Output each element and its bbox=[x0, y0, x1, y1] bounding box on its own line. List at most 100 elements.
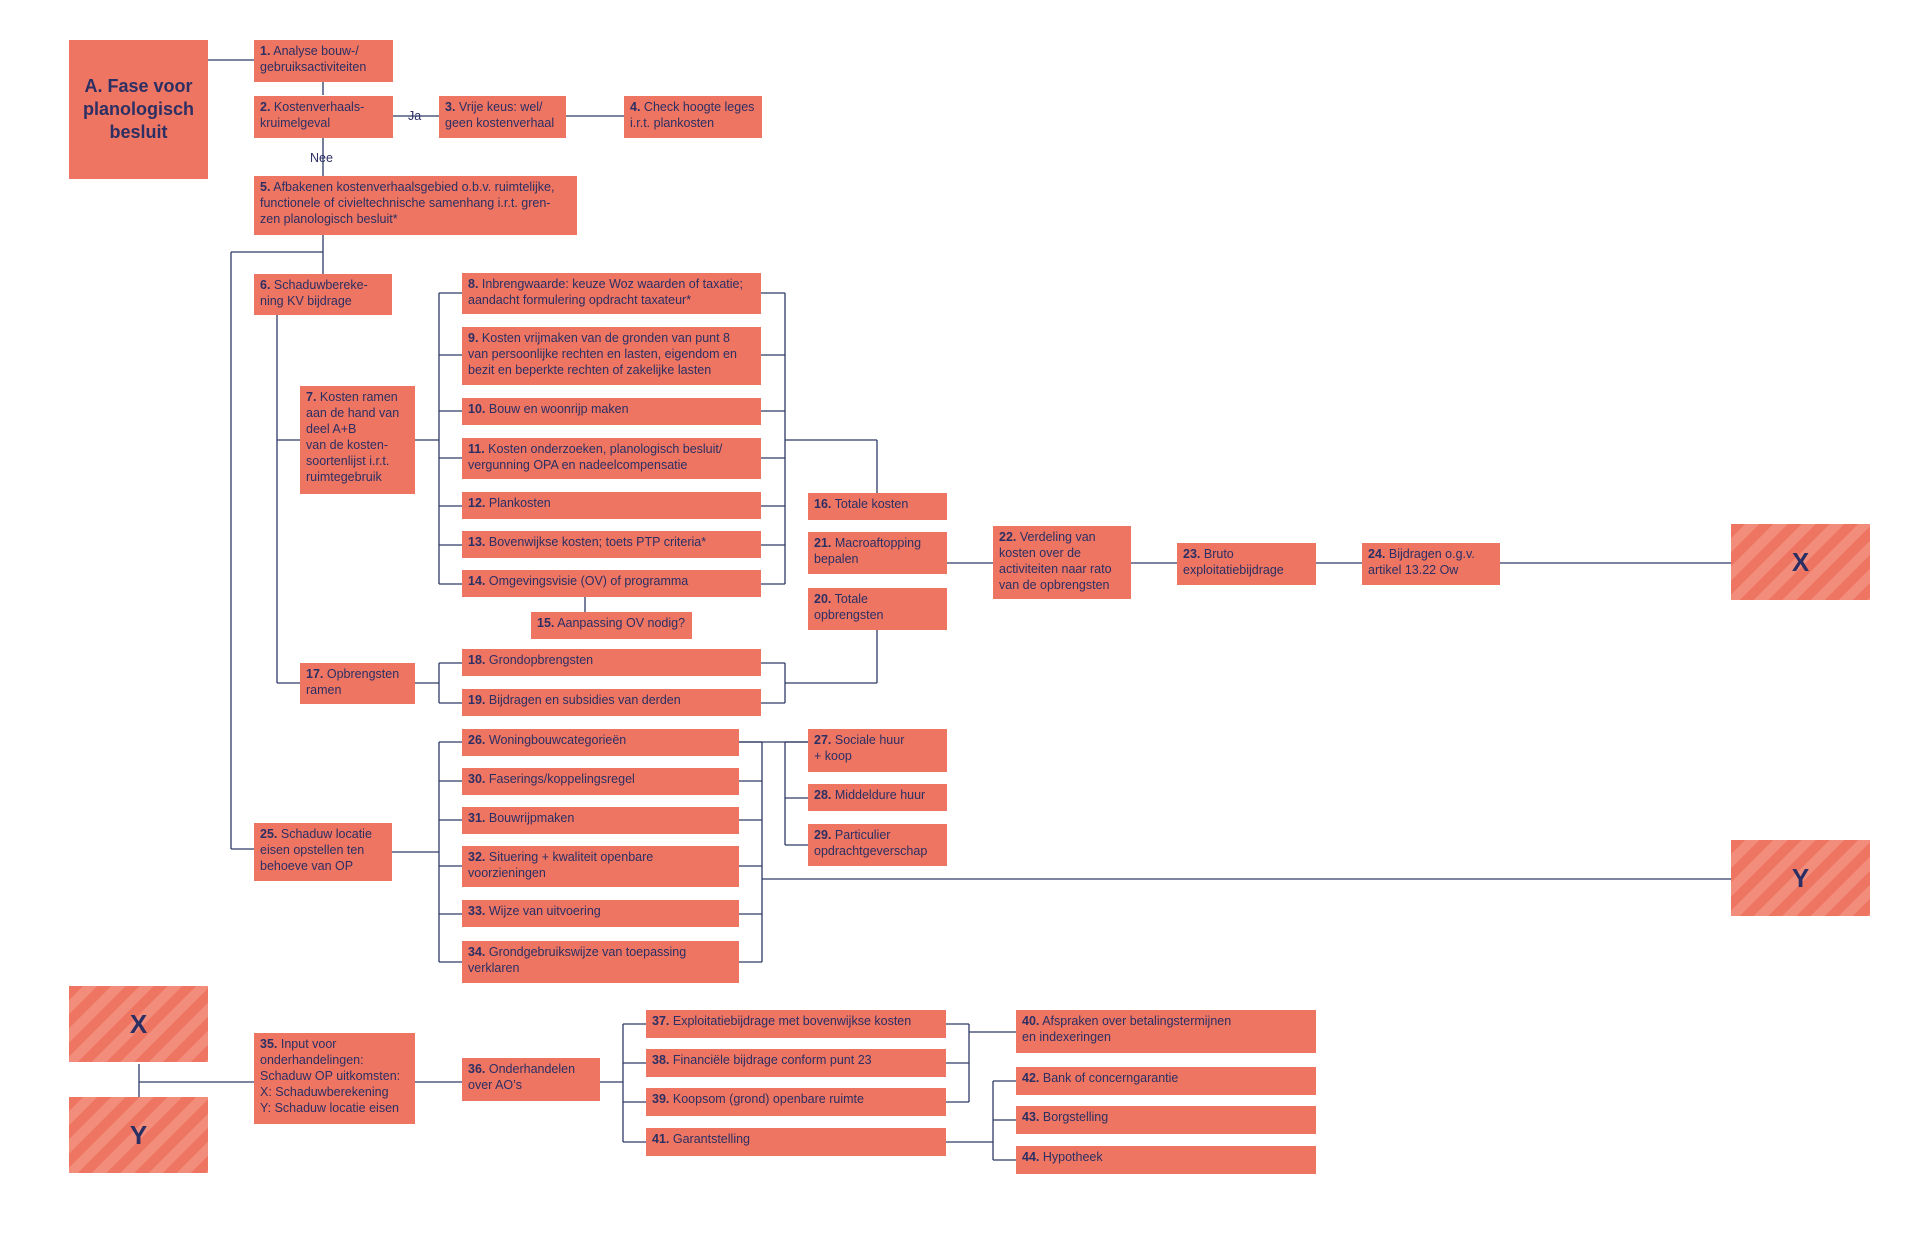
marker-x-bottom-text: X bbox=[129, 1009, 148, 1039]
marker-y-bottom-text: Y bbox=[129, 1120, 148, 1150]
step-4-num: 4. bbox=[630, 100, 641, 114]
step-15-num: 15. bbox=[537, 616, 555, 630]
step-43-text: Borgstelling bbox=[1042, 1110, 1109, 1124]
step-8: 8. Inbrengwaarde: keuze Woz waarden of t… bbox=[462, 273, 761, 314]
step-13-num: 13. bbox=[468, 535, 486, 549]
step-31: 31. Bouwrijpmaken bbox=[462, 807, 739, 834]
step-41-num: 41. bbox=[652, 1132, 670, 1146]
step-32-num: 32. bbox=[468, 850, 486, 864]
step-5-num: 5. bbox=[260, 180, 271, 194]
step-22: 22. Verdeling van kosten over de activit… bbox=[993, 526, 1131, 599]
step-30-num: 30. bbox=[468, 772, 486, 786]
step-24: 24. Bijdragen o.g.v. artikel 13.22 Ow bbox=[1362, 543, 1500, 585]
step-14-num: 14. bbox=[468, 574, 486, 588]
step-30: 30. Faserings/koppelingsregel bbox=[462, 768, 739, 795]
step-5: 5. Afbakenen kostenverhaalsgebied o.b.v.… bbox=[254, 176, 577, 235]
step-28: 28. Middeldure huur bbox=[808, 784, 947, 811]
step-19: 19. Bijdragen en subsidies van derden bbox=[462, 689, 761, 716]
step-11: 11. Kosten onderzoeken, planologisch bes… bbox=[462, 438, 761, 479]
step-18-text: Grondopbrengsten bbox=[488, 653, 594, 667]
step-25: 25. Schaduw locatie eisen opstellen ten … bbox=[254, 823, 392, 881]
step-17-text: Opbrengsten ramen bbox=[306, 667, 400, 697]
step-17-num: 17. bbox=[306, 667, 324, 681]
marker-y-right-text: Y bbox=[1791, 863, 1810, 893]
step-4: 4. Check hoogte leges i.r.t. plankosten bbox=[624, 96, 762, 138]
step-21: 21. Macroaftopping bepalen bbox=[808, 532, 947, 574]
step-9: 9. Kosten vrijmaken van de gronden van p… bbox=[462, 327, 761, 385]
step-29: 29. Particulier opdrachtgeverschap bbox=[808, 824, 947, 866]
step-3-text: Vrije keus: wel/ geen kostenverhaal bbox=[445, 100, 555, 130]
step-14-text: Omgevingsvisie (OV) of programma bbox=[488, 574, 689, 588]
step-2: 2. Kostenverhaals- kruimelgeval bbox=[254, 96, 393, 138]
step-34: 34. Grondgebruikswijze van toepassing ve… bbox=[462, 941, 739, 983]
step-8-text: Inbrengwaarde: keuze Woz waarden of taxa… bbox=[468, 277, 743, 307]
step-2-text: Kostenverhaals- kruimelgeval bbox=[260, 100, 365, 130]
step-35-num: 35. bbox=[260, 1037, 278, 1051]
step-42-text: Bank of concerngarantie bbox=[1042, 1071, 1179, 1085]
step-43-num: 43. bbox=[1022, 1110, 1040, 1124]
step-35-text: Input voor onderhandelingen: Schaduw OP … bbox=[260, 1037, 401, 1115]
marker-x-bottom: X bbox=[69, 986, 208, 1062]
step-36-num: 36. bbox=[468, 1062, 486, 1076]
phase-a-title: A. Fase voor planologisch besluit bbox=[69, 40, 208, 179]
step-36: 36. Onderhandelen over AO’s bbox=[462, 1058, 600, 1101]
step-5-text: Afbakenen kostenverhaalsgebied o.b.v. ru… bbox=[260, 180, 555, 226]
step-10: 10. Bouw en woonrijp maken bbox=[462, 398, 761, 425]
step-37-num: 37. bbox=[652, 1014, 670, 1028]
step-6-text: Schaduwbereke- ning KV bijdrage bbox=[260, 278, 368, 308]
step-4-text: Check hoogte leges i.r.t. plankosten bbox=[630, 100, 755, 130]
marker-x-right-text: X bbox=[1791, 547, 1810, 577]
step-11-text: Kosten onderzoeken, planologisch besluit… bbox=[468, 442, 723, 472]
step-21-text: Macroaftopping bepalen bbox=[814, 536, 922, 566]
step-29-text: Particulier opdrachtgeverschap bbox=[814, 828, 928, 858]
step-13: 13. Bovenwijkse kosten; toets PTP criter… bbox=[462, 531, 761, 558]
step-16: 16. Totale kosten bbox=[808, 493, 947, 520]
step-27: 27. Sociale huur + koop bbox=[808, 729, 947, 772]
step-44-text: Hypotheek bbox=[1042, 1150, 1103, 1164]
marker-y-bottom: Y bbox=[69, 1097, 208, 1173]
step-27-text: Sociale huur + koop bbox=[814, 733, 905, 763]
step-16-num: 16. bbox=[814, 497, 832, 511]
step-25-text: Schaduw locatie eisen opstellen ten beho… bbox=[260, 827, 372, 873]
step-29-num: 29. bbox=[814, 828, 832, 842]
step-22-num: 22. bbox=[999, 530, 1017, 544]
step-39: 39. Koopsom (grond) openbare ruimte bbox=[646, 1088, 946, 1116]
step-35: 35. Input voor onderhandelingen: Schaduw… bbox=[254, 1033, 415, 1124]
step-24-num: 24. bbox=[1368, 547, 1386, 561]
step-20: 20. Totale opbrengsten bbox=[808, 588, 947, 630]
step-1-text: Analyse bouw-/ gebruiksactiviteiten bbox=[260, 44, 367, 74]
step-28-num: 28. bbox=[814, 788, 832, 802]
step-37: 37. Exploitatiebijdrage met bovenwijkse … bbox=[646, 1010, 946, 1038]
marker-x-right: X bbox=[1731, 524, 1870, 600]
step-12-text: Plankosten bbox=[488, 496, 551, 510]
phase-a-title-text: A. Fase voor planologisch besluit bbox=[82, 76, 194, 142]
step-40-num: 40. bbox=[1022, 1014, 1040, 1028]
step-34-text: Grondgebruikswijze van toepassing verkla… bbox=[468, 945, 687, 975]
step-19-text: Bijdragen en subsidies van derden bbox=[488, 693, 681, 707]
step-33: 33. Wijze van uitvoering bbox=[462, 900, 739, 927]
step-21-num: 21. bbox=[814, 536, 832, 550]
step-10-num: 10. bbox=[468, 402, 486, 416]
step-9-text: Kosten vrijmaken van de gronden van punt… bbox=[468, 331, 737, 377]
step-31-num: 31. bbox=[468, 811, 486, 825]
step-44-num: 44. bbox=[1022, 1150, 1040, 1164]
step-42: 42. Bank of concerngarantie bbox=[1016, 1067, 1316, 1095]
step-20-num: 20. bbox=[814, 592, 832, 606]
step-19-num: 19. bbox=[468, 693, 486, 707]
step-16-text: Totale kosten bbox=[834, 497, 909, 511]
step-28-text: Middeldure huur bbox=[834, 788, 926, 802]
step-15-text: Aanpassing OV nodig? bbox=[557, 616, 686, 630]
step-23-text: Bruto exploitatiebijdrage bbox=[1183, 547, 1284, 577]
step-38-num: 38. bbox=[652, 1053, 670, 1067]
step-24-text: Bijdragen o.g.v. artikel 13.22 Ow bbox=[1368, 547, 1475, 577]
step-39-num: 39. bbox=[652, 1092, 670, 1106]
step-41: 41. Garantstelling bbox=[646, 1128, 946, 1156]
step-1: 1. Analyse bouw-/ gebruiksactiviteiten bbox=[254, 40, 393, 82]
step-8-num: 8. bbox=[468, 277, 479, 291]
step-26-num: 26. bbox=[468, 733, 486, 747]
step-32: 32. Situering + kwaliteit openbare voorz… bbox=[462, 846, 739, 887]
step-6-num: 6. bbox=[260, 278, 271, 292]
step-14: 14. Omgevingsvisie (OV) of programma bbox=[462, 570, 761, 597]
step-9-num: 9. bbox=[468, 331, 479, 345]
